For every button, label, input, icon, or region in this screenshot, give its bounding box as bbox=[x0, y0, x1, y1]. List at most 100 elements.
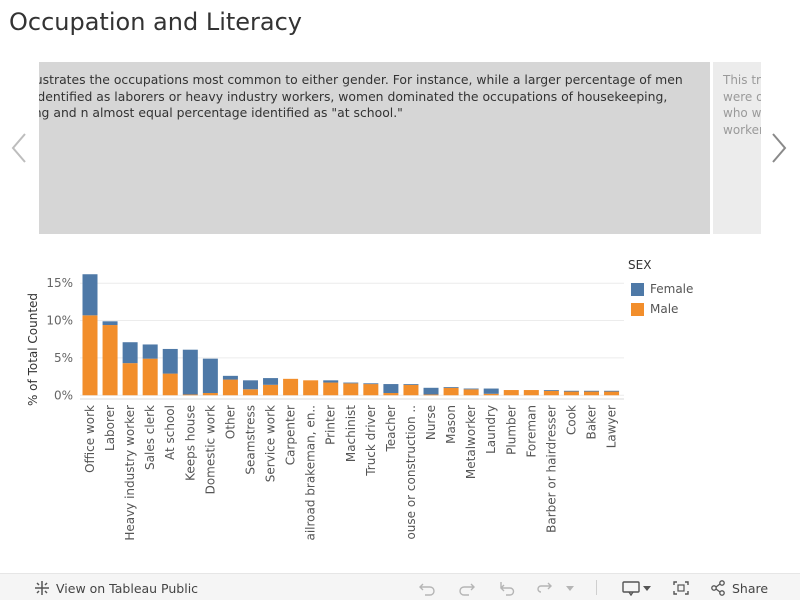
x-category-label: Laundry bbox=[484, 405, 498, 454]
bar-segment-female[interactable] bbox=[222, 375, 238, 380]
bar-segment-male[interactable] bbox=[423, 394, 439, 396]
bar-segment-male[interactable] bbox=[323, 382, 339, 396]
legend-label-female: Female bbox=[650, 282, 694, 296]
bar-segment-female[interactable] bbox=[423, 387, 439, 395]
bar-segment-female[interactable] bbox=[443, 387, 459, 388]
bar-segment-female[interactable] bbox=[102, 321, 118, 326]
story-point-current[interactable]: art illustrates the occupations most com… bbox=[39, 62, 710, 234]
bar-segment-female[interactable] bbox=[202, 358, 218, 394]
bar-segment-female[interactable] bbox=[242, 380, 258, 390]
legend-swatch-male bbox=[631, 302, 644, 316]
bar-segment-male[interactable] bbox=[102, 325, 118, 396]
bottom-toolbar: View on Tableau Public bbox=[0, 573, 800, 600]
x-category-label: Teacher bbox=[384, 405, 398, 453]
bar-segment-female[interactable] bbox=[182, 349, 198, 395]
x-category-label: Baker bbox=[585, 405, 599, 439]
bar-segment-male[interactable] bbox=[584, 391, 599, 396]
bar-segment-female[interactable] bbox=[263, 378, 279, 385]
x-category-label: Lawyer bbox=[605, 405, 619, 448]
chevron-right-icon bbox=[772, 133, 787, 163]
bar-segment-female[interactable] bbox=[142, 344, 158, 359]
view-on-tableau-public-label: View on Tableau Public bbox=[56, 580, 199, 596]
bar-segment-female[interactable] bbox=[563, 390, 579, 392]
download-button[interactable] bbox=[622, 579, 651, 597]
bar-segment-male[interactable] bbox=[563, 391, 579, 396]
bar-segment-male[interactable] bbox=[142, 358, 158, 396]
story-point-next[interactable]: This tre were o who we worker bbox=[713, 62, 761, 234]
bar-segment-female[interactable] bbox=[82, 274, 98, 316]
x-category-label: House or construction .. bbox=[404, 405, 418, 540]
bar-segment-female[interactable] bbox=[403, 384, 419, 385]
x-category-label: Laborer bbox=[103, 405, 117, 451]
previous-story-point-button[interactable] bbox=[8, 130, 30, 166]
x-category-label: Truck driver bbox=[364, 405, 378, 477]
bar-segment-male[interactable] bbox=[162, 373, 178, 396]
x-category-label: Foreman bbox=[524, 405, 538, 458]
bar-segment-female[interactable] bbox=[122, 342, 138, 364]
bar-segment-male[interactable] bbox=[443, 387, 459, 396]
fullscreen-button[interactable] bbox=[672, 579, 690, 597]
bar-segment-male[interactable] bbox=[263, 384, 279, 396]
bar-segment-female[interactable] bbox=[604, 390, 620, 392]
bar-segment-male[interactable] bbox=[222, 379, 238, 396]
bar-segment-male[interactable] bbox=[463, 389, 479, 396]
bar-segment-male[interactable] bbox=[483, 393, 499, 396]
bar-segment-male[interactable] bbox=[604, 391, 620, 396]
caret-down-icon bbox=[643, 586, 651, 591]
bar-segment-female[interactable] bbox=[323, 380, 339, 383]
x-category-label: At school bbox=[163, 405, 177, 460]
bar-segment-male[interactable] bbox=[283, 378, 299, 396]
x-category-label: Heavy industry worker bbox=[123, 405, 137, 540]
x-category-label: Office work bbox=[83, 405, 97, 473]
legend-item-male[interactable]: Male bbox=[628, 299, 693, 319]
bar-segment-male[interactable] bbox=[343, 383, 359, 396]
bar-segment-female[interactable] bbox=[584, 390, 599, 392]
bar-segment-female[interactable] bbox=[543, 390, 559, 391]
undo-button[interactable] bbox=[418, 579, 436, 597]
redo-button[interactable] bbox=[458, 579, 476, 597]
share-button[interactable]: Share bbox=[710, 579, 768, 597]
view-on-tableau-public-link[interactable]: View on Tableau Public bbox=[34, 579, 198, 597]
bar-segment-female[interactable] bbox=[463, 388, 479, 390]
bar-segment-male[interactable] bbox=[543, 390, 559, 396]
legend-label-male: Male bbox=[650, 302, 679, 316]
bar-segment-male[interactable] bbox=[403, 384, 419, 396]
bar-segment-male[interactable] bbox=[523, 390, 539, 396]
x-category-label: Cook bbox=[564, 405, 578, 435]
bar-segment-female[interactable] bbox=[363, 383, 379, 385]
bar-segment-male[interactable] bbox=[242, 389, 258, 396]
page-title: Occupation and Literacy bbox=[9, 8, 303, 36]
refresh-dropdown-button[interactable] bbox=[566, 579, 574, 597]
bar-segment-male[interactable] bbox=[503, 390, 519, 396]
bar-segment-female[interactable] bbox=[343, 382, 359, 384]
next-story-point-button[interactable] bbox=[768, 130, 790, 166]
gridlines bbox=[80, 282, 624, 400]
y-tick-label: 0% bbox=[54, 388, 73, 402]
legend-item-female[interactable]: Female bbox=[628, 279, 693, 299]
refresh-icon bbox=[537, 582, 552, 593]
y-axis-title: % of Total Counted bbox=[26, 293, 40, 406]
x-category-label: Metalworker bbox=[464, 405, 478, 479]
x-category-label: Keeps house bbox=[183, 405, 197, 481]
refresh-button[interactable] bbox=[536, 579, 554, 597]
x-category-label: Railroad brakeman, en.. bbox=[304, 405, 318, 540]
bar-segment-male[interactable] bbox=[122, 363, 138, 396]
y-tick-label: 15% bbox=[46, 276, 73, 290]
x-category-label: Carpenter bbox=[284, 405, 298, 465]
legend-swatch-female bbox=[631, 282, 644, 296]
x-category-label: Seamstress bbox=[243, 405, 257, 475]
bar-segment-female[interactable] bbox=[383, 384, 399, 394]
revert-button[interactable] bbox=[498, 579, 516, 597]
bar-segment-male[interactable] bbox=[82, 315, 98, 396]
bar-segment-female[interactable] bbox=[483, 388, 499, 394]
bar-segment-female[interactable] bbox=[162, 348, 178, 374]
bar-segment-male[interactable] bbox=[202, 393, 218, 396]
bar-segment-male[interactable] bbox=[363, 384, 379, 396]
bar-segment-male[interactable] bbox=[303, 380, 319, 396]
x-category-label: Printer bbox=[324, 405, 338, 445]
share-icon bbox=[711, 580, 725, 596]
x-category-label: Mason bbox=[444, 405, 458, 444]
bar-segment-male[interactable] bbox=[182, 394, 198, 396]
bar-segment-male[interactable] bbox=[383, 393, 399, 396]
x-category-label: Other bbox=[223, 405, 237, 439]
